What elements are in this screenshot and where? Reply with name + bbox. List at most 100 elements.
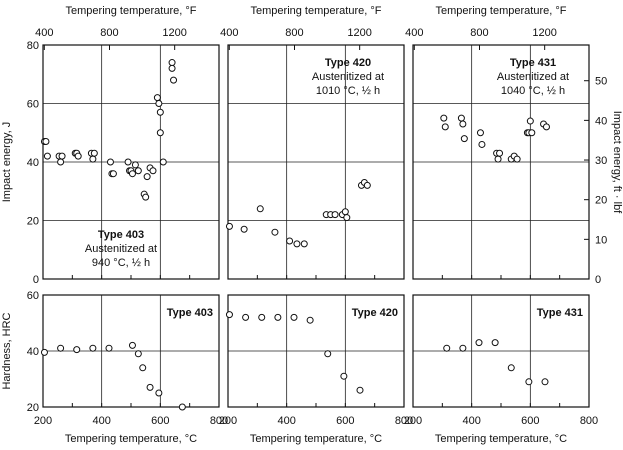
impact-403-annotation-line: 940 °C, ½ h bbox=[92, 257, 150, 269]
hardness-403-data-point bbox=[40, 348, 48, 356]
hardness-403-data-point bbox=[105, 344, 113, 352]
impact-403-annotation-title: Type 403 bbox=[98, 229, 144, 241]
impact-420-annotation-line: 1010 °C, ½ h bbox=[316, 85, 380, 97]
impact-403-data-point bbox=[159, 158, 167, 166]
impact-420-top-tick-label: 800 bbox=[285, 27, 303, 39]
impact-431-top-axis-label: Tempering temperature, °F bbox=[436, 5, 567, 17]
impact-420-annotation-line: Austenitized at bbox=[312, 71, 384, 83]
hardness-420-data-point bbox=[356, 386, 364, 394]
impact-431-top-tick-label: 1200 bbox=[532, 27, 556, 39]
hardness-420-x-axis-label: Tempering temperature, °C bbox=[250, 433, 382, 445]
hardness-420-data-point bbox=[290, 313, 298, 321]
impact-403-y-tick-label: 0 bbox=[33, 274, 39, 286]
hardness-431-data-point bbox=[491, 339, 499, 347]
hardness-403-x-tick-label: 600 bbox=[151, 415, 169, 427]
impact-403-data-point bbox=[155, 100, 163, 107]
impact-420-top-axis-label: Tempering temperature, °F bbox=[251, 5, 382, 17]
impact-403-data-point bbox=[57, 158, 65, 166]
hardness-403-x-tick-label: 400 bbox=[92, 415, 110, 427]
impact-420-data-point bbox=[341, 208, 349, 216]
impact-403-data-point bbox=[42, 138, 50, 146]
hardness-431-data-point bbox=[507, 364, 515, 372]
hardness-420-x-tick-label: 800 bbox=[395, 415, 413, 427]
impact-403-data-point bbox=[109, 170, 117, 178]
impact-431-annotation-line: 1040 °C, ½ h bbox=[501, 85, 565, 97]
impact-431-data-point bbox=[513, 155, 521, 163]
hardness-420-data-point bbox=[242, 313, 250, 321]
impact-403-y-tick-label: 60 bbox=[27, 99, 39, 111]
impact-420-data-point bbox=[271, 228, 279, 236]
impact-431-annotation-title: Type 431 bbox=[510, 57, 556, 69]
hardness-431-x-axis-label: Tempering temperature, °C bbox=[435, 433, 567, 445]
impact-403-data-point bbox=[58, 152, 66, 160]
impact-431-top-tick-label: 400 bbox=[405, 27, 423, 39]
impact-403-data-point bbox=[156, 108, 164, 116]
hardness-403-data-point bbox=[73, 346, 81, 354]
impact-420-data-point bbox=[293, 240, 301, 248]
impact-403-data-point bbox=[142, 193, 150, 201]
impact-403-data-point bbox=[128, 170, 136, 178]
hardness-431-x-tick-label: 200 bbox=[404, 415, 422, 427]
impact-420-data-point bbox=[240, 225, 248, 233]
hardness-420-x-tick-label: 600 bbox=[336, 415, 354, 427]
hardness-420-annotation-title: Type 420 bbox=[352, 307, 398, 319]
impact-431-annotation-line: Austenitized at bbox=[497, 71, 569, 83]
impact-403-data-point bbox=[89, 155, 97, 163]
hardness-403-data-point bbox=[139, 364, 147, 372]
hardness-431-annotation-title: Type 431 bbox=[537, 307, 583, 319]
hardness-403-x-tick-label: 200 bbox=[34, 415, 52, 427]
hardness-431-data-point bbox=[475, 339, 483, 347]
impact-420-data-point bbox=[363, 181, 371, 189]
hardness-420-data-point bbox=[340, 372, 348, 380]
impact-420-annotation-title: Type 420 bbox=[325, 57, 371, 69]
impact-431-data-point bbox=[476, 129, 484, 137]
impact-403-data-point bbox=[134, 167, 142, 175]
impact-403-data-point bbox=[153, 94, 161, 102]
impact-431-right-tick-label: 30 bbox=[595, 155, 607, 167]
impact-431-data-point bbox=[494, 155, 502, 163]
hardness-403-annotation-title: Type 403 bbox=[167, 307, 213, 319]
impact-431-right-tick-label: 0 bbox=[595, 274, 601, 286]
impact-403-data-point bbox=[170, 76, 178, 84]
impact-403-data-point bbox=[168, 59, 176, 67]
hardness-431-data-point bbox=[541, 378, 549, 386]
hardness-403-data-point bbox=[178, 403, 186, 411]
hardness-403-data-point bbox=[57, 344, 65, 352]
impact-403-data-point bbox=[168, 64, 176, 72]
impact-403-annotation-line: Austenitized at bbox=[85, 243, 157, 255]
hardness-431-data-point bbox=[443, 344, 451, 352]
impact-403-y-axis-label: Impact energy, J bbox=[1, 122, 13, 203]
impact-431-data-point bbox=[528, 129, 536, 137]
impact-420-top-tick-label: 1200 bbox=[347, 27, 371, 39]
impact-403-top-tick-label: 1200 bbox=[162, 27, 186, 39]
impact-431-right-axis-label: Impact energy, ft · lbf bbox=[611, 111, 623, 214]
impact-420-data-point bbox=[331, 211, 339, 219]
hardness-431-x-tick-label: 800 bbox=[580, 415, 598, 427]
hardness-420-data-point bbox=[274, 313, 282, 321]
impact-431-right-tick-label: 40 bbox=[595, 115, 607, 127]
impact-420-data-point bbox=[343, 214, 351, 222]
hardness-403-x-tick-label: 800 bbox=[210, 415, 228, 427]
impact-403-data-point bbox=[156, 129, 164, 137]
impact-403-y-tick-label: 40 bbox=[27, 157, 39, 169]
impact-431-data-point bbox=[460, 135, 468, 143]
impact-403-top-tick-label: 800 bbox=[100, 27, 118, 39]
impact-403-top-tick-label: 400 bbox=[35, 27, 53, 39]
hardness-420-x-tick-label: 400 bbox=[277, 415, 295, 427]
hardness-431-data-point bbox=[459, 344, 467, 352]
impact-403-data-point bbox=[90, 149, 98, 157]
impact-431-data-point bbox=[459, 120, 467, 128]
hardness-403-data-point bbox=[155, 389, 163, 397]
hardness-403-y-tick-label: 40 bbox=[27, 346, 39, 358]
hardness-403-y-tick-label: 20 bbox=[27, 402, 39, 414]
impact-403-data-point bbox=[143, 173, 151, 181]
hardness-431-x-tick-label: 400 bbox=[462, 415, 480, 427]
hardness-403-y-tick-label: 60 bbox=[27, 290, 39, 302]
hardness-403-y-axis-label: Hardness, HRC bbox=[1, 312, 13, 389]
impact-431-data-point bbox=[478, 140, 486, 148]
impact-431-data-point bbox=[496, 149, 504, 157]
impact-420-data-point bbox=[300, 240, 308, 248]
impact-431-data-point bbox=[457, 114, 465, 122]
impact-431-top-tick-label: 800 bbox=[470, 27, 488, 39]
impact-403-data-point bbox=[43, 152, 51, 160]
